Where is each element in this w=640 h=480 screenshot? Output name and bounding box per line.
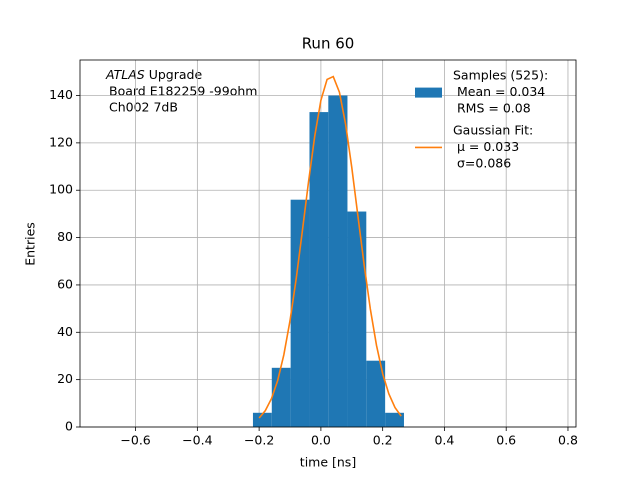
- legend-label: RMS = 0.08: [457, 101, 531, 116]
- histogram-bar: [309, 112, 329, 427]
- y-tick-label: 140: [49, 87, 73, 102]
- chart-title: Run 60: [302, 35, 355, 53]
- y-axis-label: Entries: [23, 222, 38, 266]
- legend-label: Mean = 0.034: [457, 84, 545, 99]
- x-axis-label: time [ns]: [300, 455, 356, 470]
- y-tick-label: 0: [65, 419, 73, 434]
- histogram-bar: [290, 199, 310, 427]
- y-tick-label: 120: [49, 134, 73, 149]
- x-tick-label: 0.8: [558, 433, 578, 448]
- y-tick-label: 60: [57, 276, 73, 291]
- y-tick-label: 20: [57, 371, 73, 386]
- annotation-emphasis: ATLAS: [105, 67, 145, 82]
- x-tick-label: 0.2: [373, 433, 393, 448]
- histogram-bar: [385, 412, 404, 427]
- annotation-text: Upgrade: [149, 67, 203, 82]
- annotation: ATLAS Upgrade: [105, 67, 202, 82]
- histogram-bar: [328, 95, 348, 428]
- annotation: Board E182259 -99ohm: [109, 84, 257, 99]
- histogram-bar: [271, 367, 291, 427]
- legend-label: Gaussian Fit:: [453, 122, 533, 137]
- annotation: Ch002 7dB: [109, 100, 178, 115]
- x-tick-label: 0.0: [311, 433, 331, 448]
- y-tick-label: 100: [49, 182, 73, 197]
- plot-frame: [79, 59, 577, 428]
- x-tick-label: 0.4: [434, 433, 454, 448]
- y-tick-label: 40: [57, 324, 73, 339]
- legend-label: Samples (525):: [453, 68, 548, 83]
- legend-label: μ = 0.033: [457, 139, 519, 154]
- histogram-bar: [366, 360, 386, 427]
- legend-swatch: [415, 87, 442, 98]
- y-tick-label: 80: [57, 229, 73, 244]
- histogram-bar: [347, 211, 367, 427]
- legend-label: σ=0.086: [457, 156, 511, 171]
- fit-line: [258, 75, 402, 419]
- x-tick-label: −0.4: [182, 433, 212, 448]
- histogram-bar: [252, 412, 272, 427]
- x-tick-label: −0.6: [120, 433, 150, 448]
- x-tick-label: 0.6: [496, 433, 516, 448]
- x-tick-label: −0.2: [244, 433, 274, 448]
